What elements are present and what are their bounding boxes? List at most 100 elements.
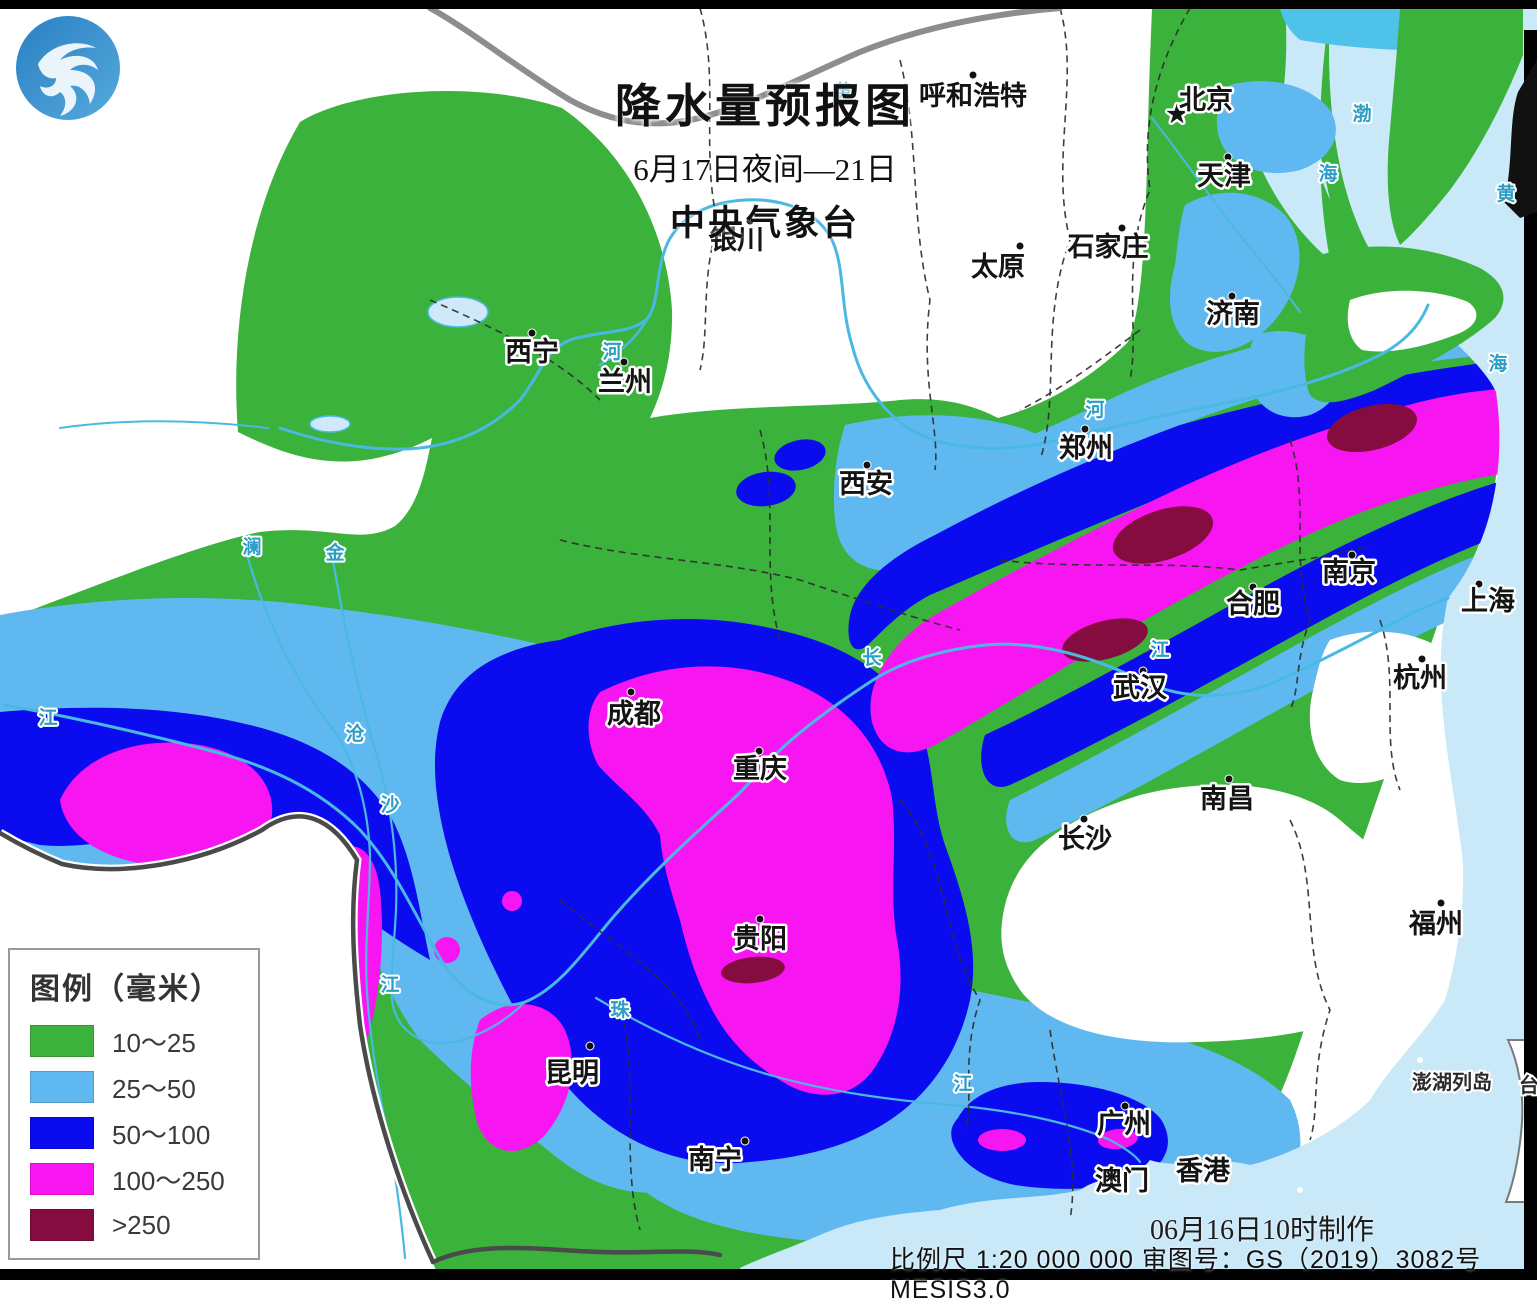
- city-label: 南京: [1322, 556, 1376, 587]
- precip-band-gt-250: [721, 403, 1417, 984]
- legend-label: 25～50: [112, 1073, 196, 1104]
- city-label: 太原: [971, 252, 1025, 282]
- water-label: 珠: [610, 998, 630, 1021]
- city-label: 南昌: [1200, 784, 1254, 814]
- city-label: 昆明: [545, 1058, 599, 1088]
- city-dot: [626, 687, 636, 697]
- legend-swatch: [30, 1071, 94, 1103]
- city-label: 武汉: [1113, 673, 1168, 703]
- water-label: 河: [602, 341, 621, 363]
- city-dot: [1223, 152, 1233, 162]
- city-dot: [968, 70, 978, 80]
- production-time: 06月16日10时制作: [1150, 1215, 1375, 1246]
- city-label: 杭州: [1393, 662, 1447, 693]
- city-dot: [527, 328, 537, 338]
- yellow-river: [278, 198, 1430, 451]
- city-label: 长沙: [1058, 824, 1112, 854]
- city-label: 南宁: [688, 1144, 742, 1175]
- city-label: 济南: [1206, 299, 1260, 329]
- city-dot: [862, 460, 872, 470]
- vietnam-border: [430, 1245, 723, 1265]
- mongolia-border: [427, 5, 1063, 127]
- city-dot: [745, 216, 755, 226]
- water-label: 海: [1488, 352, 1507, 375]
- city-dot: [619, 357, 629, 367]
- city-dot: [1417, 654, 1427, 664]
- place-labels: 澎湖列岛 台: [1410, 1068, 1537, 1099]
- city-label: 上海: [1461, 586, 1515, 616]
- capital-star: ★: [1166, 101, 1188, 128]
- city-label: 合肥: [1226, 588, 1280, 619]
- jinsha-river: [330, 553, 527, 1045]
- water-label: 金: [324, 541, 345, 564]
- legend-item: 100～250: [30, 1156, 258, 1202]
- city-label: 澳门: [1095, 1166, 1149, 1196]
- legend-swatch: [30, 1163, 94, 1195]
- city-dot: [1015, 241, 1025, 251]
- legend-item: 25～50: [30, 1064, 258, 1110]
- city-dot: [1347, 550, 1357, 560]
- city-dot: [1138, 666, 1148, 676]
- over-sea-features: [1170, 8, 1537, 1203]
- place-label: 澎湖列岛: [1412, 1070, 1492, 1094]
- national-borders: [0, 5, 1063, 1265]
- legend-item: >250: [30, 1202, 258, 1248]
- place-label: 台: [1519, 1073, 1537, 1097]
- city-label: 西安: [839, 469, 893, 499]
- water-label: 海: [1318, 162, 1337, 185]
- shandong-dry-patch: [1347, 290, 1477, 352]
- water-label: 江: [953, 1073, 972, 1095]
- city-label: 石家庄: [1067, 231, 1149, 262]
- province-borders: [429, 7, 1401, 1231]
- scale-and-approval: 比例尺 1:20 000 000 审图号：GS（2019）3082号 MESIS…: [890, 1246, 1482, 1304]
- water-label: 长: [862, 647, 882, 669]
- water-label: 澜: [242, 535, 261, 558]
- city-label: 重庆: [733, 753, 787, 784]
- legend-item: 10～25: [30, 1018, 258, 1064]
- legend-panel: 图例（毫米） 10～25 25～50 50～100 100～250 >250: [8, 948, 260, 1260]
- city-dot: [754, 746, 764, 756]
- water-label: 河: [1085, 399, 1104, 421]
- city-dot: [1080, 424, 1090, 434]
- legend-item: 50～100: [30, 1110, 258, 1156]
- liaodong-green: [1387, 8, 1523, 245]
- city-dot: [1436, 898, 1446, 908]
- korea-coast: [1504, 60, 1537, 218]
- city-dot: [1079, 814, 1089, 824]
- legend-swatch: [30, 1209, 94, 1241]
- legend-label: >250: [112, 1209, 171, 1240]
- rivers: [3, 117, 1450, 1260]
- city-dot: [1474, 579, 1484, 589]
- city-label: 银川: [710, 225, 764, 255]
- city-label: 呼和浩特: [919, 81, 1027, 111]
- city-label: 广州: [1097, 1109, 1151, 1139]
- city-label: 香港: [1176, 1156, 1231, 1186]
- water-label: 沙: [380, 794, 399, 816]
- legend-swatch: [30, 1117, 94, 1149]
- lake: [309, 415, 351, 433]
- water-label: 江: [380, 974, 399, 996]
- water-label: 沧: [345, 722, 364, 745]
- city-label: 兰州: [598, 367, 652, 397]
- legend-label: 50～100: [112, 1119, 211, 1150]
- water-label: 江: [1150, 639, 1169, 661]
- city-dot: [585, 1041, 595, 1051]
- legend-title: 图例（毫米）: [30, 973, 222, 1006]
- city-dot: [1224, 774, 1234, 784]
- city-label: 福州: [1408, 909, 1463, 939]
- cma-logo: [16, 16, 120, 120]
- water-label: 渤: [1352, 102, 1371, 125]
- water-label: 黄: [1496, 182, 1515, 205]
- city-label: 郑州: [1059, 433, 1113, 463]
- city-dot: [1117, 223, 1127, 233]
- city-label: 北京: [1179, 84, 1233, 115]
- city-dot: [1248, 582, 1258, 592]
- dragon-glyph: [38, 43, 98, 116]
- legend-label: 10～25: [112, 1027, 196, 1058]
- legend-label: 100～250: [112, 1165, 225, 1196]
- city-dot: [1227, 291, 1237, 301]
